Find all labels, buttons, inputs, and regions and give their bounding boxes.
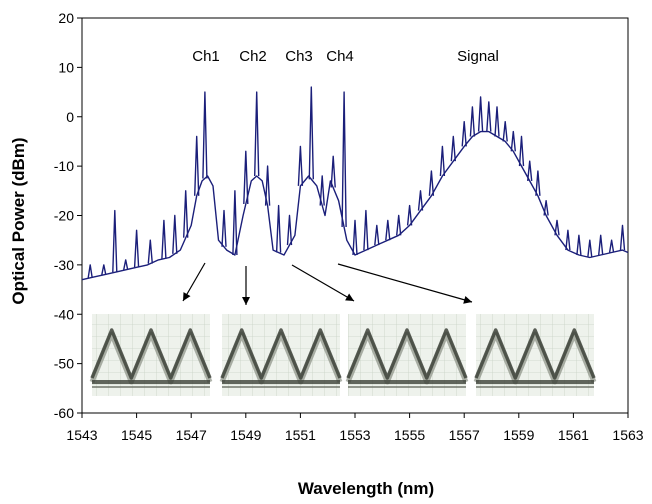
x-tick-label: 1561 — [558, 427, 589, 443]
channel-label: Ch4 — [326, 48, 354, 65]
spectrum-spike — [123, 259, 129, 270]
x-tick-label: 1551 — [285, 427, 316, 443]
spectrum-spike — [275, 204, 282, 253]
x-tick-label: 1563 — [612, 427, 643, 443]
spectrum-spike — [502, 121, 508, 142]
spectrum-spike — [341, 91, 347, 228]
eye-diagram-inset — [473, 314, 597, 396]
y-axis-title: Optical Power (dBm) — [9, 137, 28, 304]
channel-label: Ch2 — [239, 48, 267, 65]
spectrum-spike — [543, 200, 549, 216]
spectrum-spike — [87, 264, 93, 278]
spectrum-spike — [576, 234, 582, 256]
channel-label: Signal — [457, 48, 499, 65]
y-axis-ticks: 20 10 0 -10 -20 -30 -40 -50 -60 — [54, 10, 82, 421]
spectrum-spike — [406, 204, 413, 226]
spectrum-spike — [112, 209, 118, 273]
channel-arrow — [337, 263, 473, 304]
spectrum-spike — [254, 91, 260, 177]
spectrum-spike — [535, 170, 541, 196]
spectrum-spike — [598, 234, 604, 256]
x-axis-title: Wavelength (nm) — [298, 479, 434, 498]
x-tick-label: 1559 — [503, 427, 534, 443]
spectrum-spike — [232, 190, 238, 256]
spectrum-spike — [101, 264, 107, 275]
channel-arrow — [242, 266, 250, 305]
spectrum-spike — [461, 121, 467, 147]
x-tick-label: 1553 — [339, 427, 370, 443]
spectrum-spike — [363, 209, 369, 251]
spectrum-spike — [469, 106, 476, 137]
spectrum-spike — [428, 170, 435, 196]
channel-arrow — [291, 264, 355, 302]
eye-trace — [346, 328, 468, 380]
spectrum-trace — [81, 86, 629, 281]
spectrum-spike — [308, 86, 314, 180]
spectrum-spike — [297, 145, 304, 186]
spectrum-spike — [194, 135, 200, 196]
channel-label: Ch1 — [192, 48, 220, 65]
spectrum-spike — [221, 209, 227, 247]
spectrum-spike — [396, 214, 402, 236]
spectrum-spike — [352, 219, 358, 256]
y-tick-label: -60 — [54, 405, 74, 421]
y-tick-label: 0 — [66, 109, 74, 125]
spectrum-spike — [587, 239, 593, 258]
spectrum-spike — [417, 190, 424, 211]
spectrum-spike — [133, 229, 140, 268]
spectrum-spike — [439, 145, 446, 177]
spectrum-spike — [330, 155, 336, 188]
eye-trace — [90, 328, 212, 380]
y-tick-label: 10 — [58, 59, 74, 75]
spectrum-spike — [527, 160, 533, 181]
channel-arrows — [182, 262, 473, 305]
spectrum-spike — [202, 91, 208, 179]
channel-label: Ch3 — [285, 48, 313, 65]
eye-diagram-inset — [89, 314, 213, 396]
x-tick-label: 1555 — [394, 427, 425, 443]
x-tick-label: 1543 — [66, 427, 97, 443]
spectrum-spike — [477, 96, 484, 132]
eye-diagram-inset — [219, 314, 343, 396]
y-tick-label: -50 — [54, 356, 74, 372]
y-tick-label: 20 — [58, 10, 74, 26]
spectrum-spike — [319, 175, 325, 206]
spectrum-spike — [264, 165, 271, 206]
spectrum-spike — [608, 239, 615, 253]
spectrum-spike — [450, 135, 456, 162]
spectrum-spike — [147, 239, 153, 264]
eye-diagram-inset — [345, 314, 469, 396]
channel-annotations: Ch1 Ch2 Ch3 Ch4 Signal — [192, 48, 499, 65]
y-tick-label: -20 — [54, 208, 74, 224]
y-tick-label: -30 — [54, 257, 74, 273]
spectrum-spike — [243, 150, 249, 205]
spectrum-spike — [510, 130, 516, 152]
spectrum-spike — [494, 106, 500, 137]
x-tick-label: 1557 — [449, 427, 480, 443]
spectrum-spike — [172, 214, 178, 254]
eye-diagram-insets — [89, 314, 597, 396]
eye-trace — [220, 328, 342, 380]
spectrum-spike — [554, 219, 560, 236]
spectrum-spike — [518, 135, 525, 167]
eye-trace — [474, 328, 596, 380]
x-tick-label: 1545 — [121, 427, 152, 443]
y-tick-label: -40 — [54, 306, 74, 322]
spectrum-spike — [486, 101, 492, 132]
spectrum-spike — [374, 224, 380, 246]
spectrum-spike — [286, 214, 293, 246]
spectrum-spike — [183, 190, 189, 238]
channel-arrow — [182, 262, 206, 302]
spectrum-spike — [161, 219, 167, 259]
spectrum-spike — [565, 229, 571, 251]
spectrum-spike — [619, 224, 626, 251]
spectrum-spike — [385, 219, 391, 241]
x-axis-ticks: 1543 1545 1547 1549 1551 1553 1555 1557 1559 1561… — [66, 413, 644, 443]
y-tick-label: -10 — [54, 158, 74, 174]
x-tick-label: 1549 — [230, 427, 261, 443]
x-tick-label: 1547 — [176, 427, 207, 443]
